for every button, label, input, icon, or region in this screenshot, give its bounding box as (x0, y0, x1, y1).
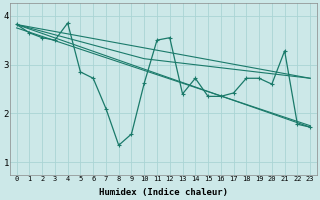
X-axis label: Humidex (Indice chaleur): Humidex (Indice chaleur) (99, 188, 228, 197)
